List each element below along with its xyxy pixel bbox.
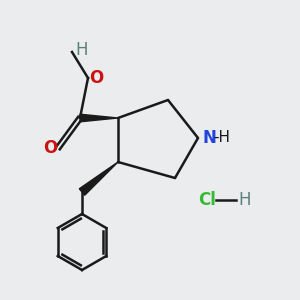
Text: H: H	[76, 41, 88, 59]
Text: N: N	[202, 129, 216, 147]
Text: H: H	[238, 191, 250, 209]
Text: Cl: Cl	[198, 191, 216, 209]
Polygon shape	[79, 162, 118, 195]
Text: -H: -H	[213, 130, 230, 146]
Text: O: O	[43, 139, 57, 157]
Text: O: O	[89, 69, 103, 87]
Polygon shape	[80, 114, 118, 122]
